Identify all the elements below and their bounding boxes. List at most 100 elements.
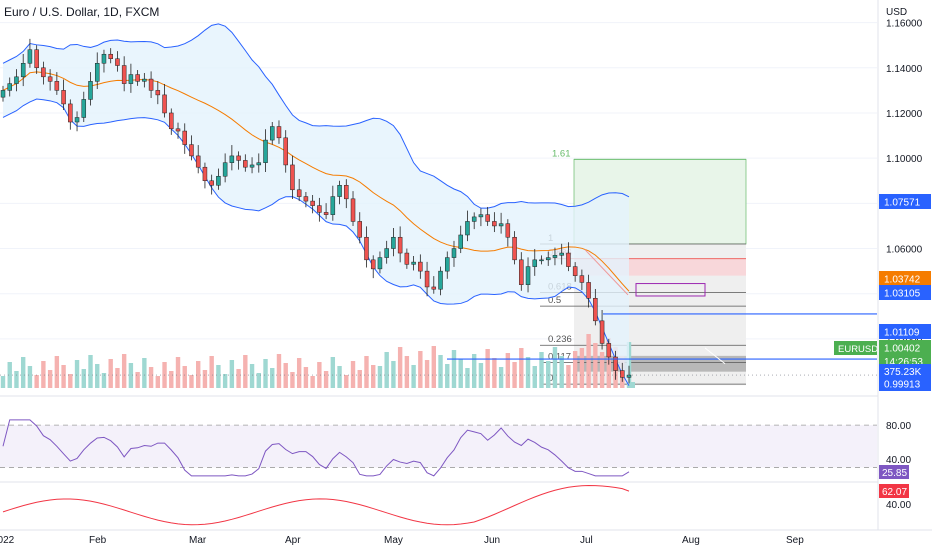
countdown-label: 14:26:53 — [884, 357, 923, 368]
y-tick-label: 1.14000 — [886, 64, 923, 75]
volume-bar — [27, 366, 33, 388]
x-tick-label: Mar — [189, 535, 207, 546]
candle — [202, 166, 208, 182]
candle — [519, 259, 524, 285]
candle — [485, 214, 490, 222]
x-tick-label: Jul — [580, 535, 593, 546]
volume-bar — [485, 349, 490, 388]
candle — [323, 212, 329, 215]
volume-bar — [270, 368, 275, 388]
candle — [68, 103, 73, 123]
overlay-lines: EURUSD — [0, 249, 878, 376]
volume-bar — [418, 351, 423, 388]
candle — [27, 49, 33, 64]
candle — [377, 257, 383, 270]
volume-bar — [391, 361, 396, 388]
candle — [303, 196, 309, 202]
candle — [599, 320, 605, 344]
volume-bar — [263, 359, 268, 388]
candle — [182, 130, 187, 145]
volume-bar — [498, 367, 504, 388]
candle — [263, 139, 268, 163]
candle — [20, 63, 26, 78]
candle — [108, 53, 113, 59]
volume-label: 375.23K — [884, 367, 922, 378]
candle — [445, 257, 450, 272]
volume-bar — [290, 372, 295, 388]
volume-bar — [74, 360, 80, 388]
volume-bar — [364, 356, 369, 388]
candle — [310, 200, 315, 206]
candle — [579, 275, 585, 283]
fib-level-label: 0 — [548, 373, 553, 384]
candle — [566, 252, 571, 267]
candle — [283, 137, 288, 166]
candle — [525, 266, 531, 285]
candle — [545, 257, 551, 261]
price-label: 1.00402 — [884, 344, 921, 355]
price-label: 0.99913 — [884, 380, 921, 391]
candle — [492, 221, 497, 227]
volume-bar — [317, 362, 322, 388]
x-tick-label: Sep — [786, 535, 804, 546]
volume-bar — [424, 360, 430, 388]
y-tick-label: 1.10000 — [886, 154, 923, 165]
candle — [61, 90, 66, 105]
oscillator-pane — [2, 484, 630, 526]
x-tick-label: Jun — [484, 535, 500, 546]
y-tick-label: 1.06000 — [886, 245, 923, 256]
osc-value: 62.07 — [882, 487, 907, 498]
trend-arrow-line — [584, 249, 629, 296]
candle — [290, 164, 295, 191]
candle — [532, 259, 538, 267]
volume-bar — [229, 360, 235, 388]
volume-bar — [337, 366, 342, 388]
volume-bar — [14, 371, 19, 388]
candle — [512, 236, 517, 261]
volume-bar — [572, 351, 578, 388]
volume-bar — [68, 374, 73, 388]
volume-bar — [525, 357, 531, 388]
candle — [148, 78, 154, 91]
candle — [74, 117, 80, 123]
volume-bar — [330, 357, 336, 388]
candle — [572, 266, 578, 276]
candle — [88, 81, 93, 100]
volume-bar — [458, 359, 463, 388]
candle — [606, 343, 612, 358]
volume-bar — [445, 364, 450, 388]
rsi-value: 25.85 — [882, 468, 907, 479]
candle — [626, 374, 632, 378]
osc-tick-label: 40.00 — [886, 500, 911, 511]
price-label: 1.03105 — [884, 289, 921, 300]
volume-bar — [631, 382, 635, 388]
candle — [0, 90, 6, 98]
candle — [613, 356, 618, 371]
candle — [229, 155, 235, 163]
bollinger-fill — [3, 23, 629, 386]
volume-bar — [323, 371, 329, 388]
candle — [169, 112, 174, 130]
purple-box — [635, 283, 706, 297]
volume-bar — [61, 365, 66, 388]
rsi-tick-label: 40.00 — [886, 455, 911, 466]
candle — [337, 185, 342, 197]
candle — [391, 236, 396, 249]
volume-bar — [202, 370, 208, 388]
price-label-bg — [879, 285, 931, 300]
candle — [101, 53, 107, 64]
candle — [593, 297, 598, 322]
volume-bar — [182, 366, 187, 388]
candle — [222, 162, 228, 177]
volume-bar — [121, 354, 127, 388]
volume-bar — [175, 357, 181, 388]
volume-bar — [532, 366, 537, 388]
candle — [357, 221, 363, 238]
rsi-pane — [0, 419, 877, 477]
volume-bar — [397, 347, 403, 388]
volume-bar — [54, 356, 60, 388]
volume-bar — [559, 356, 564, 388]
candle — [397, 236, 403, 254]
volume-bar — [465, 368, 470, 388]
